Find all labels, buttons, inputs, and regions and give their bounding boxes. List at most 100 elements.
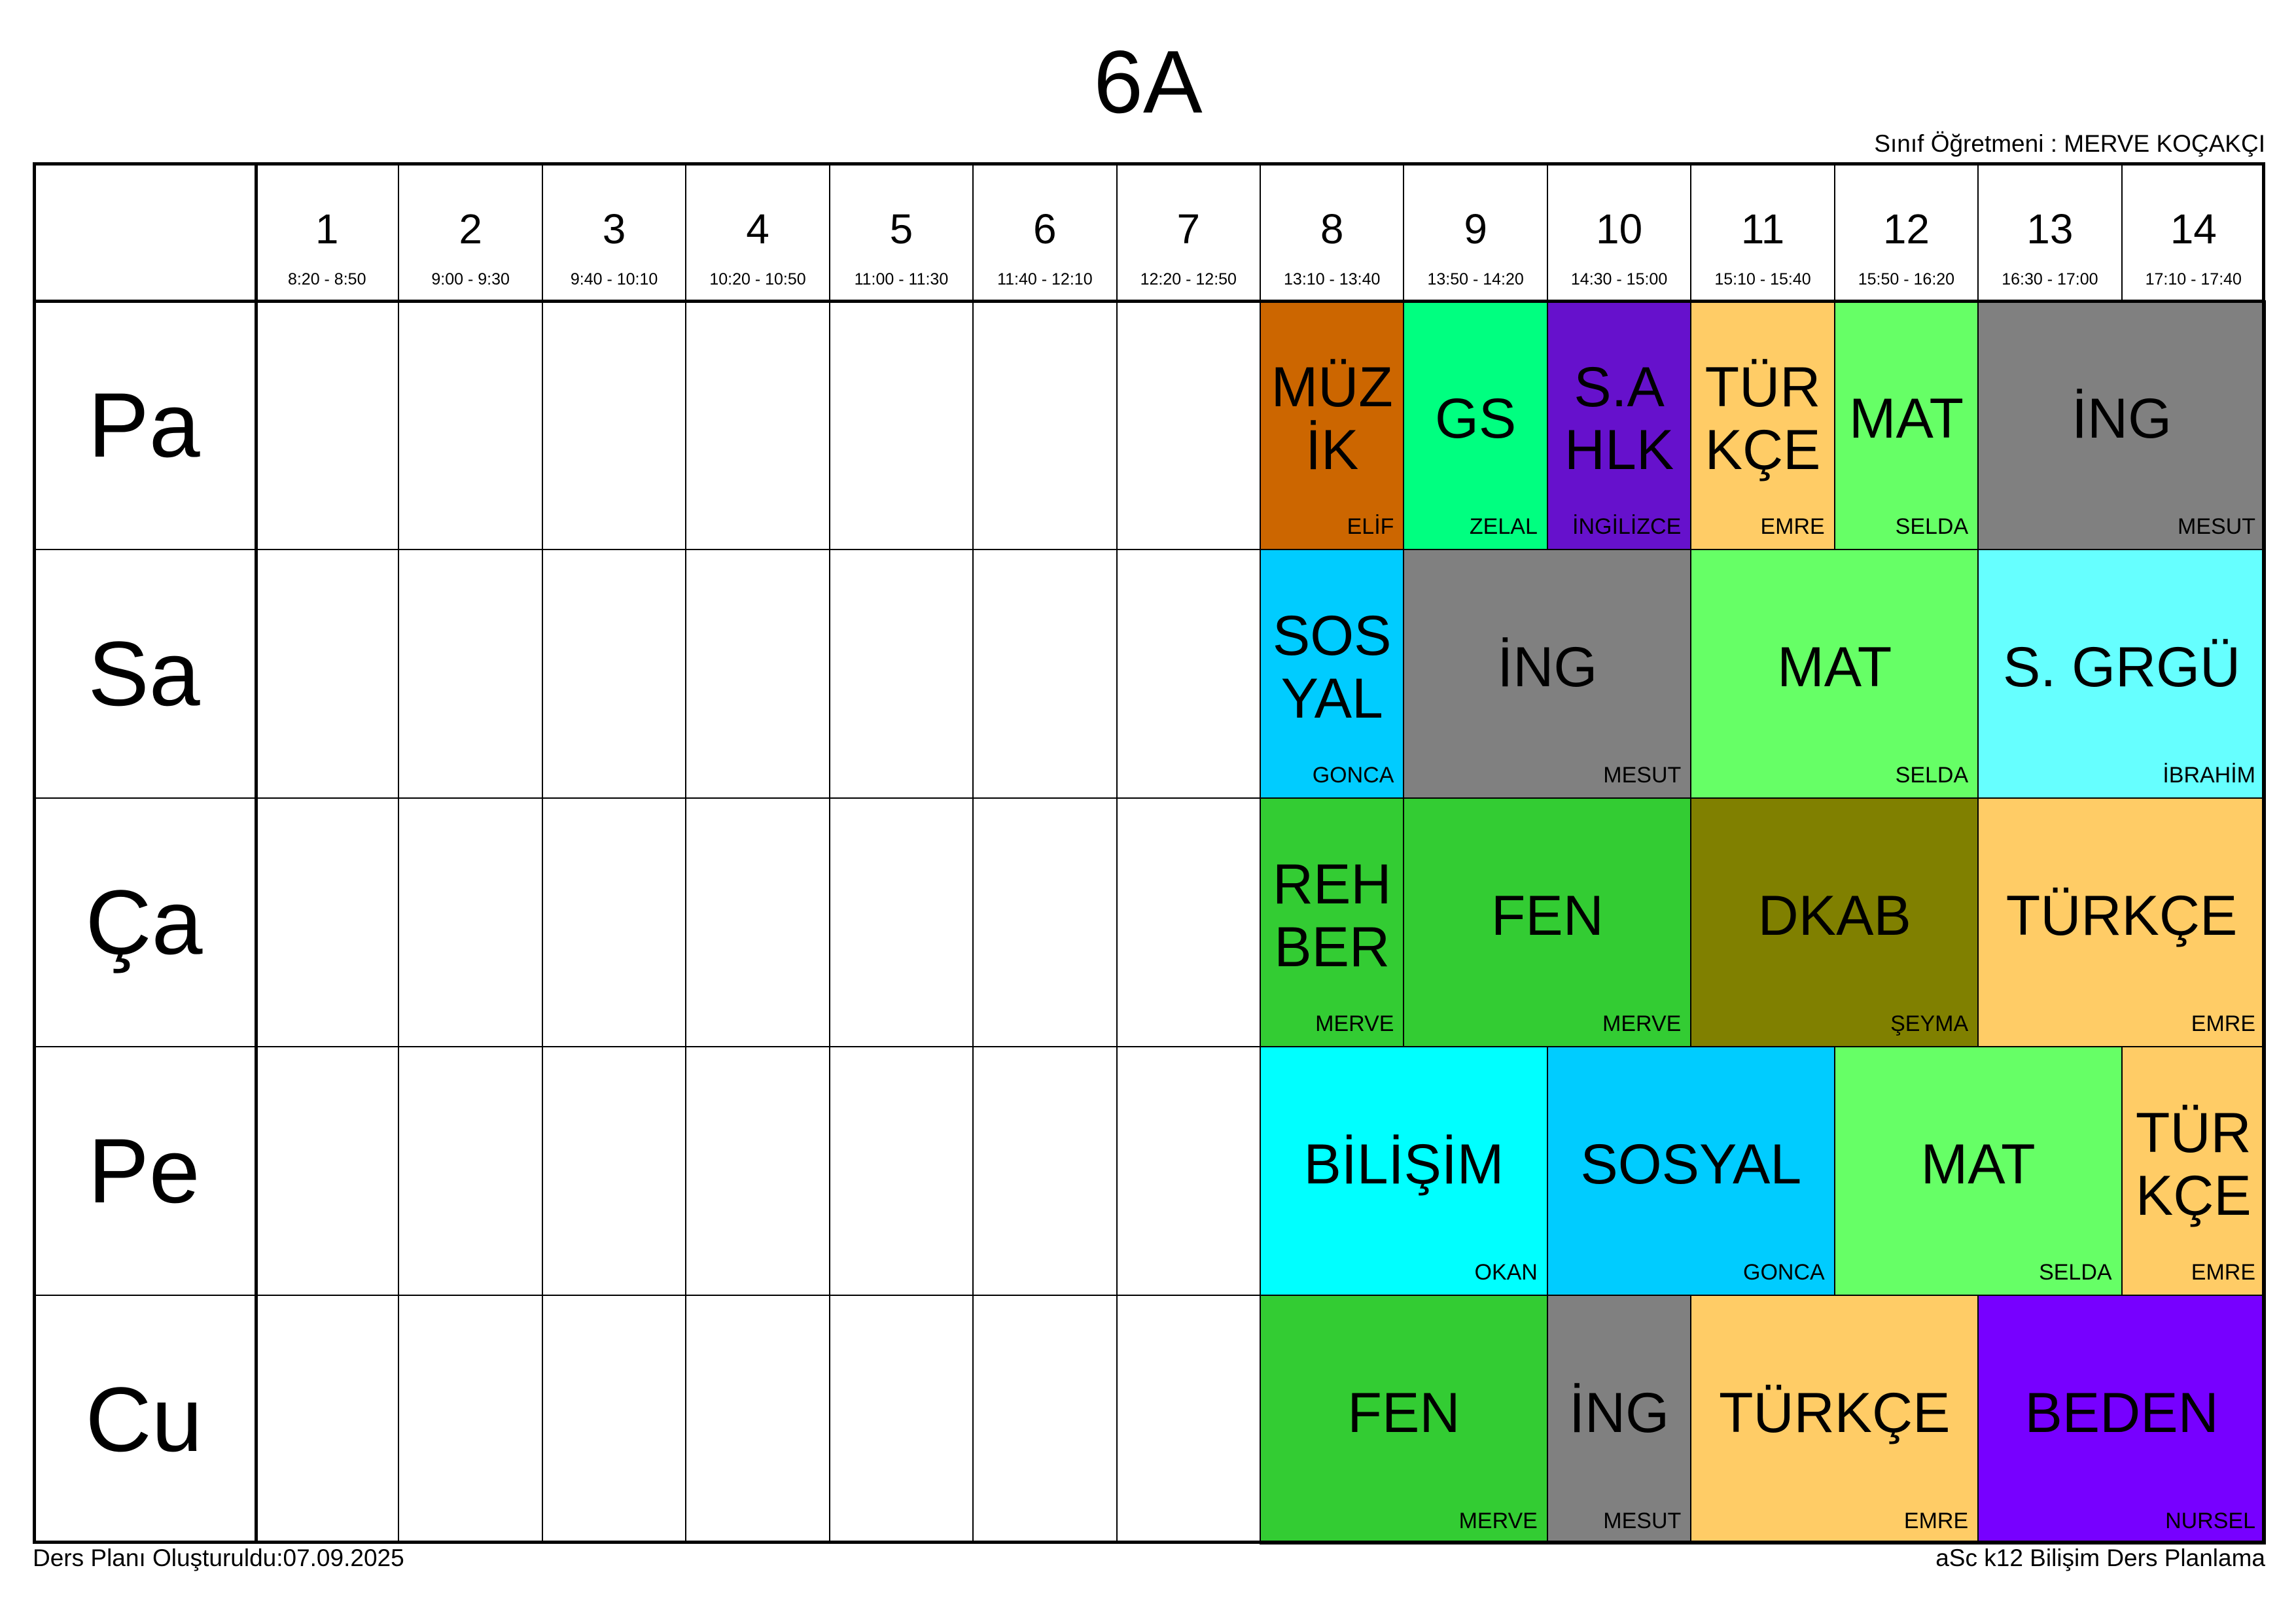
lesson-cell: MAT SELDA [1690, 549, 1979, 799]
lesson-subject: BİLİŞİM [1303, 1133, 1504, 1196]
period-time: 14:30 - 15:00 [1570, 270, 1668, 288]
lesson-teacher: OKAN [1474, 1260, 1538, 1285]
lesson-cell: GS ZELAL [1403, 300, 1548, 550]
lesson-subject: S. GRGÜ [2003, 636, 2241, 699]
lesson-cell: TÜR KÇE EMRE [1690, 300, 1835, 550]
period-number: 7 [1176, 205, 1201, 253]
lesson-cell: DKAB ŞEYMA [1690, 797, 1979, 1047]
lesson-teacher: ZELAL [1469, 514, 1538, 539]
lesson-cell: REH BER MERVE [1260, 797, 1405, 1047]
period-number: 2 [459, 205, 482, 253]
period-number: 12 [1882, 205, 1930, 253]
lesson-cell: BİLİŞİM OKAN [1260, 1046, 1548, 1296]
lesson-subject: MAT [1777, 636, 1892, 699]
period-number: 10 [1595, 205, 1643, 253]
lesson-subject: İNG [1569, 1382, 1670, 1444]
grid-line-vertical [398, 162, 400, 1544]
header-row-separator [33, 300, 2265, 303]
lesson-cell: SOSYAL GONCA [1546, 1046, 1835, 1296]
lesson-subject: MAT [1848, 387, 1964, 450]
grid-line-vertical [685, 162, 687, 1544]
lesson-teacher: GONCA [1743, 1260, 1825, 1285]
period-time: 8:20 - 8:50 [287, 270, 366, 288]
lesson-teacher: MERVE [1315, 1011, 1394, 1036]
lesson-cell: TÜR KÇE EMRE [2121, 1046, 2266, 1296]
day-label: Sa [88, 622, 200, 725]
period-number: 8 [1320, 205, 1344, 253]
period-number: 6 [1033, 205, 1057, 253]
period-header: 6 11:40 - 12:10 [973, 162, 1116, 300]
lesson-subject: REH BER [1272, 853, 1392, 979]
timetable-grid: 1 8:20 - 8:50 2 9:00 - 9:30 3 9:40 - 10:10 4 10… [33, 162, 2267, 1544]
period-number: 1 [315, 205, 339, 253]
period-time: 15:10 - 15:40 [1714, 270, 1811, 288]
grid-line-vertical [1116, 162, 1118, 1544]
day-label: Pa [88, 374, 200, 476]
lesson-teacher: SELDA [2039, 1260, 2112, 1285]
lesson-cell: MAT SELDA [1833, 1046, 2123, 1296]
class-teacher-label: Sınıf Öğretmeni : MERVE KOÇAKÇI [1874, 130, 2265, 157]
lesson-teacher: EMRE [1903, 1509, 1969, 1533]
grid-line-vertical [972, 162, 974, 1544]
lesson-cell: MAT SELDA [1833, 300, 1979, 550]
period-header: 2 9:00 - 9:30 [398, 162, 542, 300]
day-column-separator [255, 162, 258, 1544]
period-time: 12:20 - 12:50 [1140, 270, 1237, 288]
lesson-cell: BEDEN NURSEL [1977, 1295, 2267, 1544]
lesson-teacher: ELİF [1347, 514, 1394, 539]
lesson-teacher: GONCA [1312, 763, 1394, 788]
lesson-subject: SOSYAL [1580, 1133, 1802, 1196]
period-time: 9:40 - 10:10 [570, 270, 658, 288]
period-header: 12 15:50 - 16:20 [1835, 162, 1978, 300]
lesson-subject: İNG [2072, 387, 2172, 450]
lesson-subject: S.A HLK [1564, 356, 1674, 481]
lesson-teacher: EMRE [1760, 514, 1825, 539]
grid-line-vertical [828, 162, 830, 1544]
lesson-cell: S.A HLK İNGİLİZCE [1546, 300, 1692, 550]
period-time: 13:10 - 13:40 [1284, 270, 1381, 288]
lesson-subject: TÜR KÇE [1704, 356, 1821, 481]
day-label: Pe [88, 1119, 200, 1222]
lesson-teacher: İNGİLİZCE [1572, 514, 1682, 539]
created-date-footer: Ders Planı Oluşturuldu:07.09.2025 [33, 1544, 404, 1571]
lesson-subject: TÜRKÇE [1718, 1382, 1951, 1444]
period-time: 10:20 - 10:50 [709, 270, 806, 288]
lesson-cell: FEN MERVE [1260, 1295, 1548, 1544]
lesson-teacher: EMRE [2191, 1260, 2255, 1285]
lesson-teacher: MESUT [1603, 763, 1682, 788]
period-time: 11:00 - 11:30 [854, 270, 949, 288]
period-header: 8 13:10 - 13:40 [1260, 162, 1404, 300]
grid-line-horizontal [33, 1046, 2265, 1047]
period-header: 13 16:30 - 17:00 [1978, 162, 2121, 300]
lesson-teacher: MERVE [1458, 1509, 1538, 1533]
period-header: 7 12:20 - 12:50 [1117, 162, 1260, 300]
lesson-subject: DKAB [1757, 884, 1911, 947]
lesson-subject: TÜRKÇE [2005, 884, 2238, 947]
period-time: 16:30 - 17:00 [2002, 270, 2098, 288]
lesson-subject: MAT [1920, 1133, 2036, 1196]
lesson-teacher: SELDA [1895, 763, 1969, 788]
grid-line-horizontal [33, 549, 2265, 550]
grid-line-horizontal [33, 1295, 2265, 1296]
lesson-subject: GS [1435, 387, 1517, 450]
period-header: 4 10:20 - 10:50 [686, 162, 829, 300]
lesson-teacher: SELDA [1895, 514, 1969, 539]
lesson-teacher: İBRAHİM [2163, 763, 2256, 788]
lesson-subject: SOS YAL [1272, 604, 1392, 730]
period-number: 5 [889, 205, 913, 253]
period-number: 11 [1740, 205, 1785, 253]
lesson-cell: İNG MESUT [1977, 300, 2267, 550]
lesson-cell: FEN MERVE [1403, 797, 1692, 1047]
period-header: 1 8:20 - 8:50 [255, 162, 398, 300]
lesson-subject: MÜZ İK [1271, 356, 1393, 481]
lesson-cell: S. GRGÜ İBRAHİM [1977, 549, 2267, 799]
day-label: Ça [85, 871, 203, 973]
lesson-subject: BEDEN [2024, 1382, 2219, 1444]
period-number: 13 [2026, 205, 2074, 253]
lesson-subject: TÜR KÇE [2135, 1102, 2252, 1227]
lesson-cell: TÜRKÇE EMRE [1977, 797, 2267, 1047]
lesson-cell: TÜRKÇE EMRE [1690, 1295, 1979, 1544]
period-time: 15:50 - 16:20 [1858, 270, 1955, 288]
period-header: 9 13:50 - 14:20 [1404, 162, 1547, 300]
period-number: 9 [1464, 205, 1487, 253]
